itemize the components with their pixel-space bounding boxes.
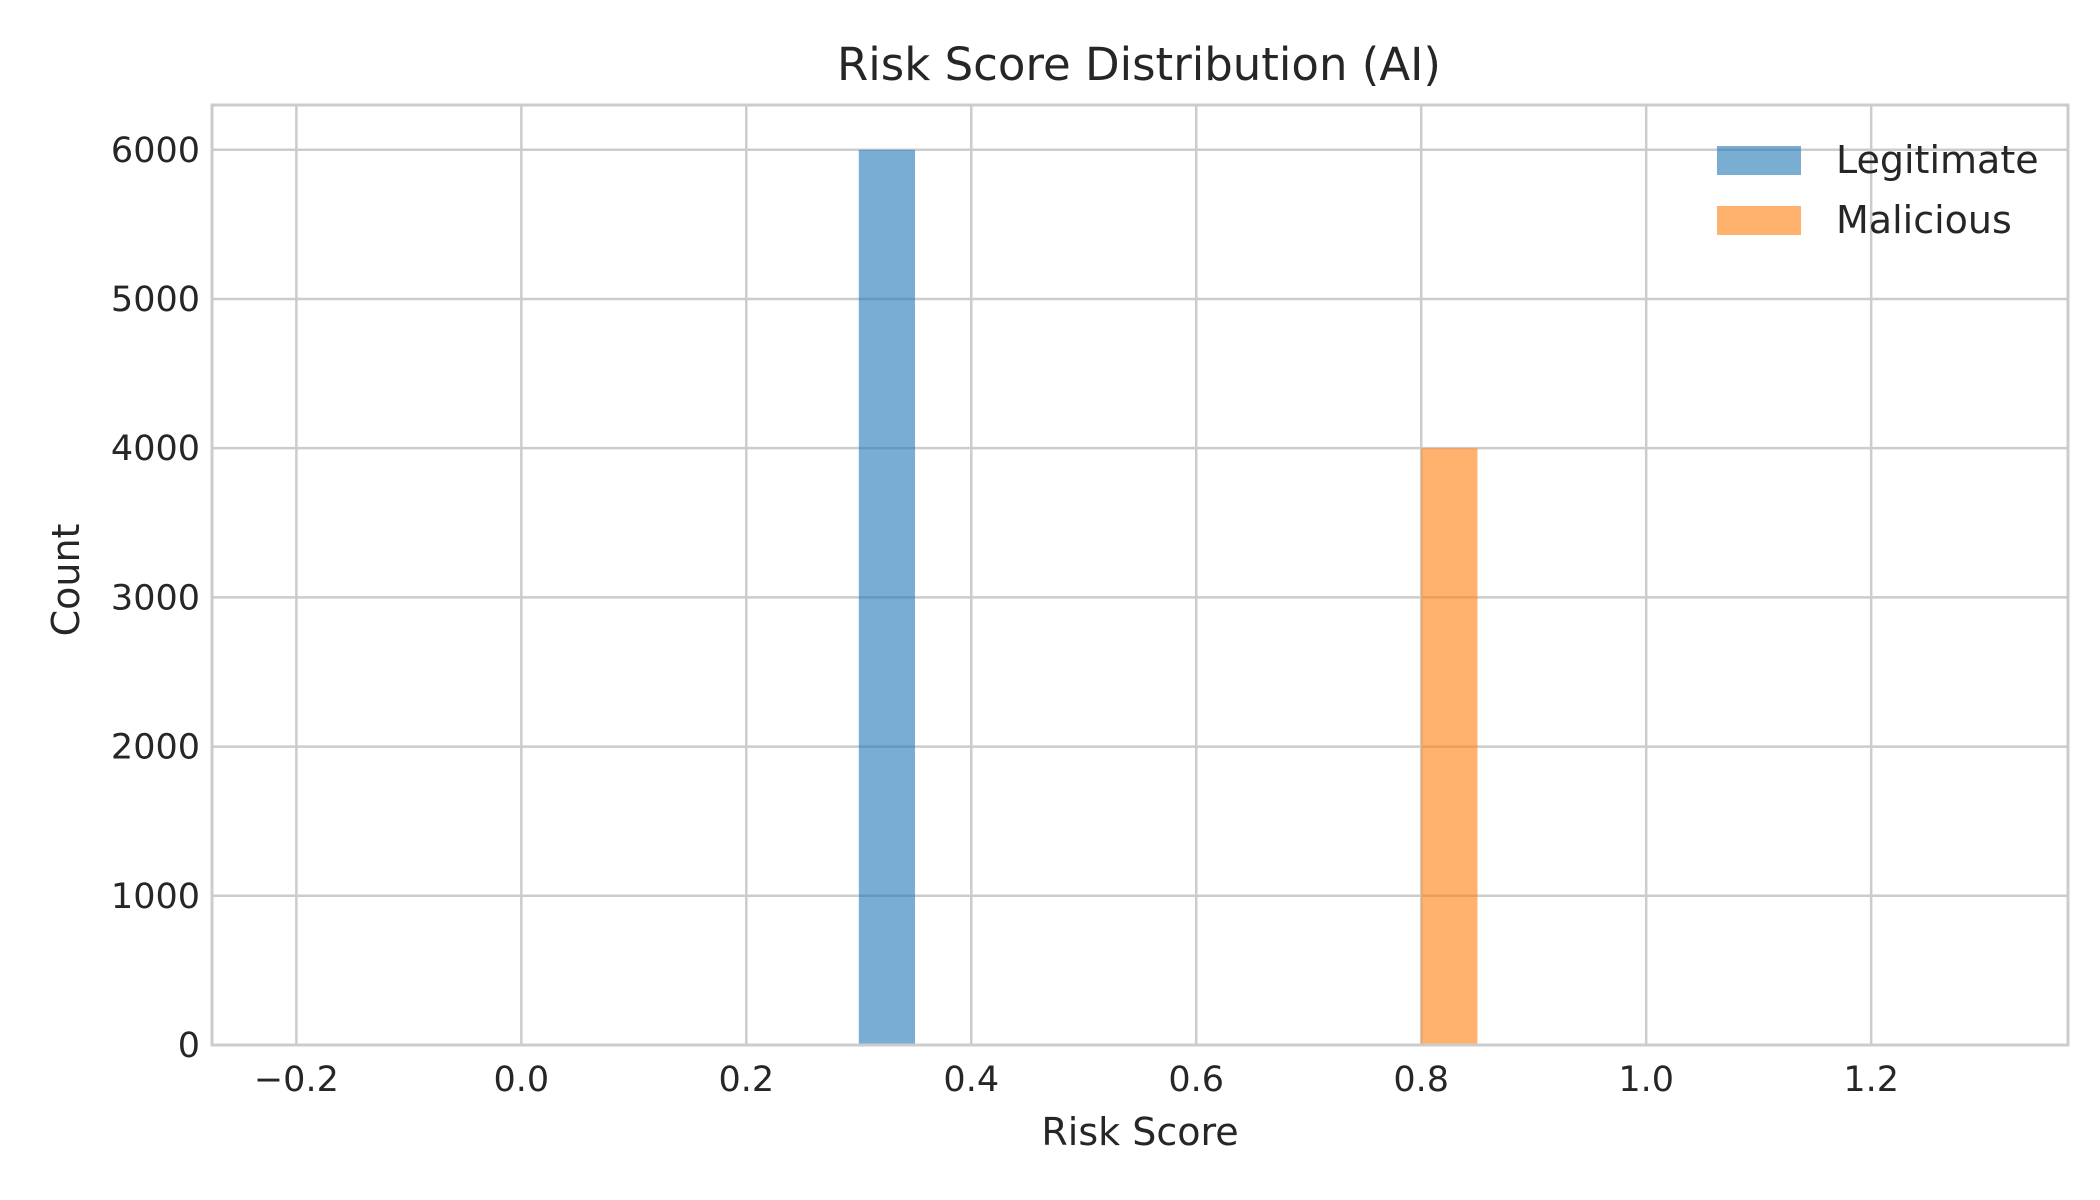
legend: Legitimate Malicious (1717, 138, 2039, 242)
legend-label-malicious: Malicious (1836, 198, 2012, 242)
x-tick-label: 0.8 (1393, 1060, 1449, 1100)
x-tick-label: 0.2 (718, 1060, 774, 1100)
histogram-bars (858, 149, 1478, 1046)
bar-malicious (1421, 448, 1478, 1046)
y-tick-label: 1000 (111, 877, 200, 917)
y-axis-label: Count (44, 524, 88, 637)
x-tick-label: 0.4 (943, 1060, 999, 1100)
legend-swatch-malicious (1717, 206, 1801, 235)
legend-swatch-legitimate (1717, 146, 1801, 175)
bar-legitimate (858, 149, 916, 1045)
y-tick-label: 0 (178, 1026, 200, 1066)
x-tick-label: 0.0 (493, 1060, 549, 1100)
plot-frame (210, 103, 2070, 1047)
x-tick-label: 1.2 (1843, 1060, 1899, 1100)
y-tick-label: 2000 (111, 728, 200, 768)
chart-title: Risk Score Distribution (AI) (837, 38, 1441, 91)
x-axis-label: Risk Score (1041, 1110, 1238, 1154)
legend-label-legitimate: Legitimate (1836, 138, 2039, 182)
y-tick-label: 3000 (111, 578, 200, 618)
y-tick-label: 6000 (111, 131, 200, 171)
y-tick-label: 5000 (111, 280, 200, 320)
y-tick-label: 4000 (111, 429, 200, 469)
x-tick-label: −0.2 (254, 1060, 339, 1100)
x-tick-label: 1.0 (1618, 1060, 1674, 1100)
plot-area (212, 105, 2068, 1045)
y-tick-labels: 0 1000 2000 3000 4000 5000 6000 (111, 131, 200, 1066)
x-tick-label: 0.6 (1168, 1060, 1224, 1100)
x-tick-labels: −0.2 0.0 0.2 0.4 0.6 0.8 1.0 1.2 (254, 1060, 1899, 1100)
